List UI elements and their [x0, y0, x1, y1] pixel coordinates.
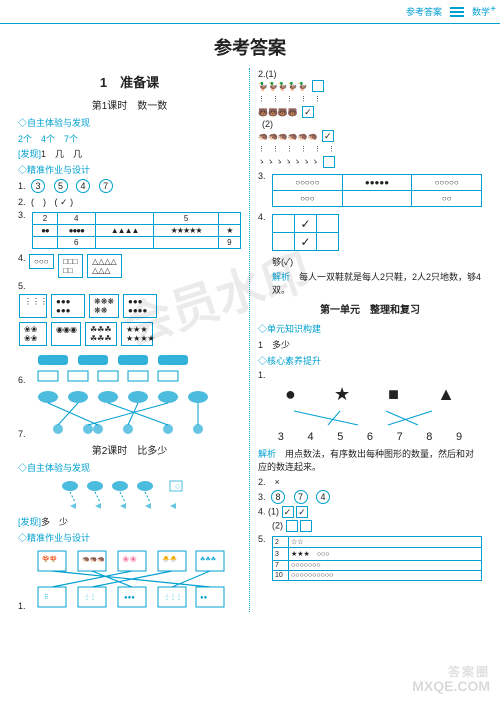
- m5: 5. 2☆☆ 3★★★ ○○○ 7○○○○○○○ 10○○○○○○○○○○: [258, 533, 482, 584]
- sub-work: ◇精准作业与设计: [18, 161, 241, 178]
- q3: 3. 245 ●●●●●●▲▲▲▲★★★★★★ 69: [18, 209, 241, 252]
- rq2: 2.(1) 🦆🦆🦆🦆🦆 ⋮ ⋮ ⋮ ⋮ ⋮ 🐻🐻🐻🐻✓ (2) 🦔🦔🦔🦔🦔🦔✓ …: [258, 68, 482, 170]
- svg-text:○: ○: [175, 481, 180, 491]
- sub-exp: ◇自主体验与发现: [18, 114, 241, 131]
- header-subject: 数学: [472, 5, 490, 18]
- sub-work2: ◇精准作业与设计: [18, 529, 241, 546]
- cross-match: 🍄🍄 🦔🦔🦔 🌸🌸 🐣🐣 ☘☘☘ ⠿ ⋮⋮ ●●● ⋮⋮⋮ ●●: [28, 547, 228, 609]
- unit-sub1: ◇单元知识构建: [258, 320, 482, 337]
- q2: 2. ( ) ( ✓ ): [18, 194, 241, 209]
- left-column: 1 准备课 第1课时 数一数 ◇自主体验与发现 2个 4个 7个 [发现]1 几…: [18, 68, 250, 612]
- rq-ans: 够(✓): [258, 254, 482, 269]
- m2: 2. ×: [258, 474, 482, 489]
- m-expl: 解析 用点数法，有序数出每种图形的数量，然后和对应的数连起来。: [258, 446, 482, 474]
- m1: 1. ●★ ■▲ 34 56 78 9: [258, 369, 482, 446]
- q6: 6.: [18, 350, 241, 386]
- svg-text:🍄🍄: 🍄🍄: [42, 555, 57, 563]
- svg-text:⋮⋮: ⋮⋮: [84, 595, 96, 601]
- line-counts: 2个 4个 7个: [18, 131, 241, 146]
- u1: 1 多少: [258, 337, 482, 352]
- frog-row: ○: [18, 476, 241, 514]
- rq4: 4. ✓ ✓: [258, 211, 482, 254]
- lq1: 1. 🍄🍄🦔🦔🦔🌸🌸 🐣🐣☘☘☘ ⠿⋮⋮●●● ⋮⋮⋮●●: [18, 546, 241, 612]
- section-1-title: 1 准备课: [18, 68, 241, 95]
- svg-text:☘☘☘: ☘☘☘: [200, 556, 216, 563]
- svg-text:🦔🦔🦔: 🦔🦔🦔: [82, 556, 105, 563]
- watermark-url: MXQE.COM: [412, 678, 490, 694]
- q7: 7.: [18, 386, 241, 440]
- plus-icon: +: [490, 4, 496, 15]
- discover-1: [发现]1 几 几: [18, 146, 241, 161]
- rq3: 3. ○○○○○●●●●●○○○○○ ○○○○○: [258, 170, 482, 211]
- svg-text:⋮⋮⋮: ⋮⋮⋮: [164, 595, 182, 601]
- page-title: 参考答案: [0, 24, 500, 68]
- unit-sub2: ◇核心素养提升: [258, 352, 482, 369]
- discover-2: [发现]多 少: [18, 514, 241, 529]
- q5: 5. ⋮⋮⋮ ●●●●●● ❋❋❋❋❋ ●●●●●●● ❀❀❀❀ ◉◉◉ ☘☘☘…: [18, 280, 241, 350]
- m1-lines: [258, 409, 468, 427]
- q7-match: [28, 387, 228, 437]
- sub-exp2: ◇自主体验与发现: [18, 459, 241, 476]
- q6-diagram: [28, 351, 208, 383]
- unit-title: 第一单元 整理和复习: [258, 297, 482, 320]
- right-column: 2.(1) 🦆🦆🦆🦆🦆 ⋮ ⋮ ⋮ ⋮ ⋮ 🐻🐻🐻🐻✓ (2) 🦔🦔🦔🦔🦔🦔✓ …: [250, 68, 482, 612]
- svg-text:●●: ●●: [200, 595, 208, 601]
- lesson-2: 第2课时 比多少: [18, 440, 241, 459]
- svg-text:🐣🐣: 🐣🐣: [162, 555, 177, 563]
- svg-text:🌸🌸: 🌸🌸: [122, 555, 137, 563]
- header-ref: 参考答案: [406, 5, 442, 18]
- svg-text:●●●: ●●●: [124, 595, 135, 601]
- m3: 3. 8 7 4: [258, 489, 482, 505]
- svg-text:⠿: ⠿: [44, 594, 48, 601]
- header-bars-icon: [450, 7, 464, 17]
- lesson-1: 第1课时 数一数: [18, 95, 241, 114]
- m4: 4. (1) ✓ ✓ (2): [258, 505, 482, 533]
- rq-expl: 解析 每人一双鞋就是每人2只鞋，2人2只地数，够4双。: [258, 269, 482, 297]
- q1: 1. 3 5 4 7: [18, 178, 241, 194]
- q4: 4. ○○○ □□□ □□ △△△△ △△△: [18, 252, 241, 280]
